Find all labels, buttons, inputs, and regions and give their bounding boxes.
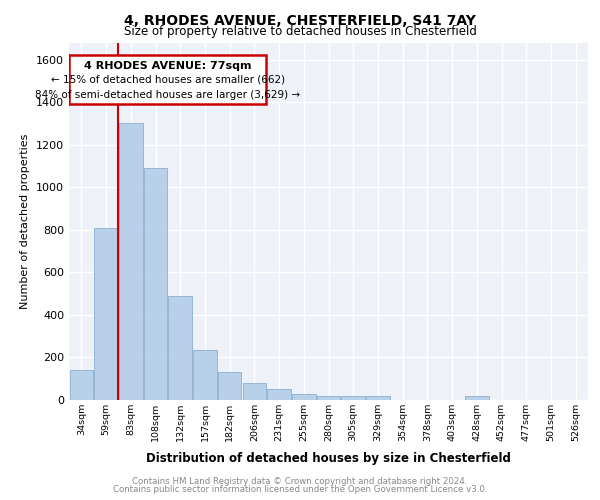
Text: Size of property relative to detached houses in Chesterfield: Size of property relative to detached ho…	[124, 25, 476, 38]
Bar	[465, 396, 488, 400]
Text: Contains public sector information licensed under the Open Government Licence v3: Contains public sector information licen…	[113, 485, 487, 494]
Bar	[218, 372, 241, 400]
Bar	[268, 390, 291, 400]
Y-axis label: Number of detached properties: Number of detached properties	[20, 134, 31, 309]
Bar	[242, 383, 266, 400]
Bar	[119, 124, 143, 400]
Bar	[70, 370, 93, 400]
Bar	[317, 396, 340, 400]
X-axis label: Distribution of detached houses by size in Chesterfield: Distribution of detached houses by size …	[146, 452, 511, 466]
Text: 4 RHODES AVENUE: 77sqm: 4 RHODES AVENUE: 77sqm	[84, 61, 251, 71]
FancyBboxPatch shape	[70, 56, 266, 104]
Text: 4, RHODES AVENUE, CHESTERFIELD, S41 7AY: 4, RHODES AVENUE, CHESTERFIELD, S41 7AY	[124, 14, 476, 28]
Bar	[366, 396, 389, 400]
Bar	[169, 296, 192, 400]
Bar	[193, 350, 217, 400]
Text: 84% of semi-detached houses are larger (3,629) →: 84% of semi-detached houses are larger (…	[35, 90, 301, 100]
Bar	[94, 228, 118, 400]
Text: Contains HM Land Registry data © Crown copyright and database right 2024.: Contains HM Land Registry data © Crown c…	[132, 477, 468, 486]
Bar	[341, 396, 365, 400]
Text: ← 15% of detached houses are smaller (662): ← 15% of detached houses are smaller (66…	[51, 75, 285, 85]
Bar	[144, 168, 167, 400]
Bar	[292, 394, 316, 400]
